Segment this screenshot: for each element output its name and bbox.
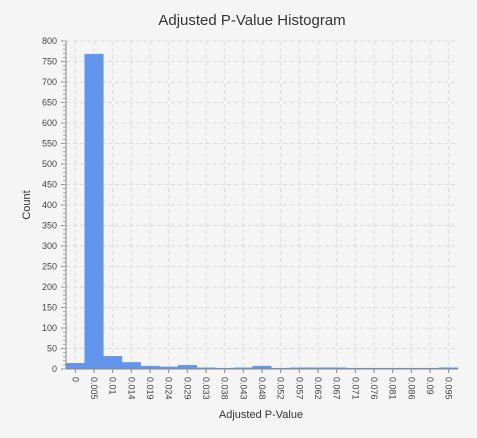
x-axis-label: Adjusted P-Value [219,409,303,421]
chart-title: Adjusted P-Value Histogram [158,12,345,29]
y-tick-label: 250 [42,262,57,272]
x-tick-labels: 0 0.005 0.01 0.014 0.019 0.024 0.029 0.033 0.038… [70,377,453,400]
y-tick-label: 400 [42,200,57,210]
x-tick-label: 0.029 [182,377,192,400]
y-tick-label: 50 [47,344,57,354]
x-tick-label: 0.01 [108,377,118,395]
y-tick-label: 600 [42,118,57,128]
y-tick-label: 500 [42,159,57,169]
x-tick-label: 0.057 [294,377,304,400]
grid-layer [66,40,458,370]
x-tick-label: 0.014 [126,377,136,400]
x-tick-label: 0.048 [257,377,267,400]
x-tick-label: 0.062 [313,377,323,400]
y-tick-label: 550 [42,139,57,149]
y-tick-label: 800 [42,36,57,46]
y-tick-label: 750 [42,57,57,67]
x-tick-label: 0.005 [89,377,99,400]
y-tick-label: 650 [42,98,57,108]
x-tick-label: 0.09 [425,377,435,395]
x-tick-label: 0.095 [444,377,454,400]
x-tick-label: 0.043 [238,377,248,400]
histogram-bar [177,365,197,370]
x-tick-label: 0.081 [388,377,398,400]
y-tick-label: 200 [42,282,57,292]
histogram-bar [103,356,123,370]
y-tick-label: 450 [42,180,57,190]
y-tick-labels: 0 50 100 150 200 250 300 350 400 450 500 550 600 650 7… [42,36,57,374]
y-tick-label: 100 [42,323,57,333]
y-tick-label: 300 [42,241,57,251]
y-tick-label: 150 [42,303,57,313]
histogram-bar [121,362,141,370]
histogram-bar [84,53,104,370]
x-tick-label: 0.038 [220,377,230,400]
x-tick-label: 0.067 [332,377,342,400]
x-tick-label: 0.086 [406,377,416,400]
x-tick-label: 0.076 [369,377,379,400]
y-axis-label: Count [21,190,33,219]
histogram-bar [65,363,85,370]
axis-layer [61,40,458,373]
y-tick-label: 350 [42,221,57,231]
x-tick-label: 0.024 [164,377,174,400]
x-tick-label: 0.052 [276,377,286,400]
x-tick-label: 0.033 [201,377,211,400]
y-tick-label: 0 [52,364,57,374]
x-tick-label: 0.071 [350,377,360,400]
y-tick-label: 700 [42,77,57,87]
x-tick-label: 0.019 [145,377,155,400]
x-tick-label: 0 [70,377,80,382]
